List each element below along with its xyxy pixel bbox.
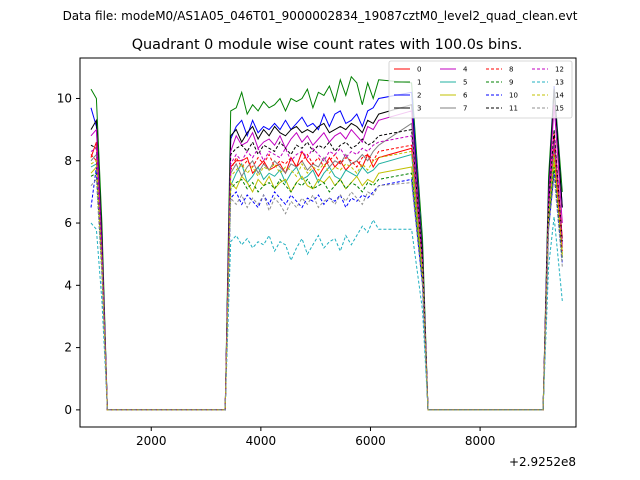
legend-label-5: 5 <box>463 79 467 87</box>
legend-label-14: 14 <box>555 92 564 100</box>
series-line-10 <box>90 166 563 411</box>
y-axis: 0 2 4 6 8 10 <box>57 91 80 417</box>
series-line-12 <box>90 135 563 411</box>
legend-label-6: 6 <box>463 92 468 100</box>
legend-box <box>388 60 573 119</box>
legend-label-2: 2 <box>417 92 421 100</box>
series-line-11 <box>90 129 563 411</box>
legend-label-10: 10 <box>509 92 518 100</box>
x-tick-label: 8000 <box>465 434 496 448</box>
legend-label-8: 8 <box>509 66 513 74</box>
legend-label-12: 12 <box>555 66 564 74</box>
series-line-2 <box>90 85 563 411</box>
legend-label-9: 9 <box>509 79 513 87</box>
legend-label-4: 4 <box>463 66 468 74</box>
legend-label-13: 13 <box>555 79 564 87</box>
axes-frame <box>79 57 577 428</box>
suptitle: Data file: modeM0/AS1A05_046T01_90000028… <box>63 9 578 23</box>
series-line-4 <box>90 104 563 411</box>
series-line-5 <box>90 151 563 411</box>
y-tick-label: 2 <box>64 341 72 355</box>
x-tick-label: 2000 <box>136 434 167 448</box>
series-line-15 <box>90 176 563 411</box>
chart-title: Quadrant 0 module wise count rates with … <box>132 37 523 53</box>
legend-label-1: 1 <box>417 79 421 87</box>
x-tick-label: 6000 <box>355 434 386 448</box>
x-tick-label: 4000 <box>246 434 277 448</box>
y-tick-label: 10 <box>57 91 72 105</box>
series-line-8 <box>90 144 563 411</box>
y-tick-label: 4 <box>64 278 72 292</box>
series-line-1 <box>90 75 563 411</box>
y-tick-label: 0 <box>64 403 72 417</box>
series-layer <box>90 75 563 411</box>
series-line-0 <box>90 132 563 411</box>
x-axis: 2000 4000 6000 8000 <box>136 427 495 448</box>
legend-label-7: 7 <box>463 105 467 113</box>
y-tick-label: 6 <box>64 216 72 230</box>
legend-label-0: 0 <box>417 66 421 74</box>
series-line-6 <box>90 160 563 411</box>
y-tick-label: 8 <box>64 154 72 168</box>
series-line-13 <box>90 216 563 411</box>
legend-label-15: 15 <box>555 105 564 113</box>
series-line-14 <box>90 150 563 411</box>
series-line-7 <box>90 122 563 411</box>
x-offset-label: +2.9252e8 <box>509 455 576 469</box>
series-line-9 <box>90 166 563 411</box>
legend-label-3: 3 <box>417 105 421 113</box>
legend-label-11: 11 <box>509 105 518 113</box>
